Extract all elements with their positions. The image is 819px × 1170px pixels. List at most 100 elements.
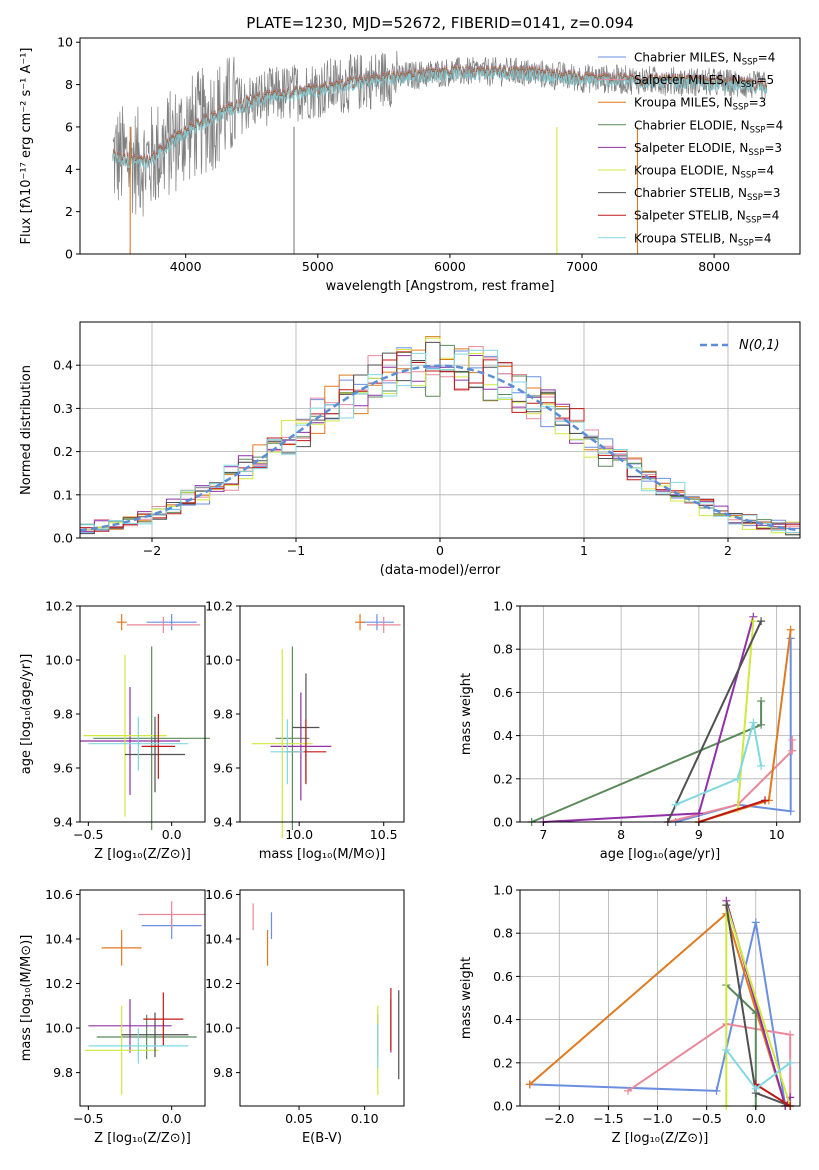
- x-axis-label: age [log₁₀(age/yr)]: [600, 847, 721, 862]
- y-tick-label: 0: [65, 247, 73, 262]
- x-tick-label: 10: [769, 827, 785, 842]
- weight-marker: [712, 1086, 721, 1095]
- y-tick-label: 0.4: [53, 358, 73, 373]
- x-tick-label: 4000: [170, 259, 202, 274]
- weight-marker: [733, 774, 742, 783]
- y-tick-label: 10.0: [45, 1021, 73, 1036]
- weight-line: [529, 922, 787, 1107]
- x-tick-label: −1.0: [642, 1111, 672, 1126]
- weight-marker: [751, 1084, 760, 1093]
- plot-area: [251, 614, 401, 839]
- spectrum-panel: 4000 5000 6000 7000 8000 0 2 4 6 8 10 wavelength [A…: [19, 35, 801, 294]
- y-tick-label: 9.8: [213, 1065, 233, 1080]
- x-tick-label: 0.0: [162, 827, 182, 842]
- weight-marker: [757, 720, 766, 729]
- x-axis-label: E(B-V): [302, 1131, 342, 1146]
- y-tick-label: 10.2: [205, 976, 233, 991]
- legend-subscript: SSP: [747, 193, 763, 203]
- x-tick-label: 6000: [434, 259, 466, 274]
- gaussian-curve: [79, 364, 801, 532]
- legend-label: Salpeter ELODIE, NSSP=3: [634, 141, 782, 158]
- x-tick-label: 2: [724, 543, 732, 558]
- plot-area: [112, 50, 768, 254]
- spectrum-legend: Chabrier MILES, NSSP=4 Salpeter MILES, NS…: [598, 51, 783, 248]
- y-tick-label: 0.6: [493, 685, 513, 700]
- weight-marker: [749, 617, 758, 626]
- y-axis-label: mass weight: [459, 957, 474, 1039]
- y-tick-label: 10.6: [45, 887, 73, 902]
- y-tick-label: 10.2: [205, 599, 233, 614]
- y-tick-label: 10.0: [205, 653, 233, 668]
- mass-vs-metallicity-panel: −0.5 0.0 9.8 10.0 10.2 10.4 10.6 Z [log₁₀(Z/Z⊙)…: [19, 887, 206, 1146]
- y-tick-label: 0.8: [493, 926, 513, 941]
- legend-count: =4: [762, 209, 780, 223]
- y-tick-label: 0.8: [493, 642, 513, 657]
- y-tick-label: 10: [57, 35, 73, 50]
- y-tick-label: 1.0: [493, 883, 513, 898]
- weight-vs-age-panel: 7 8 9 10 0.0 0.2 0.4 0.6 0.8 1.0 age [log₁₀(age/yr…: [459, 599, 801, 862]
- y-tick-label: 10.2: [45, 599, 73, 614]
- y-tick-label: 9.6: [213, 761, 233, 776]
- axes-frame: [79, 37, 801, 255]
- weight-line: [675, 638, 792, 823]
- x-tick-label: 9: [695, 827, 703, 842]
- x-tick-label: 0.10: [351, 1111, 379, 1126]
- plot-area: [79, 336, 801, 538]
- weight-marker: [788, 746, 797, 755]
- axes-frame: [79, 605, 206, 823]
- legend-label: Chabrier STELIB, NSSP=3: [634, 186, 781, 203]
- y-tick-label: 9.4: [213, 815, 233, 830]
- y-tick-label: 2: [65, 204, 73, 219]
- weight-line: [531, 701, 763, 823]
- y-tick-label: 8: [65, 77, 73, 92]
- y-tick-label: 0.4: [493, 1012, 513, 1027]
- axes-frame: [79, 321, 801, 539]
- weight-marker: [761, 796, 769, 805]
- y-tick-label: 9.8: [53, 707, 73, 722]
- plot-area: [80, 614, 210, 831]
- y-axis-label: age [log₁₀(age/yr)]: [19, 654, 34, 775]
- spectrum-lines: [112, 50, 768, 254]
- residual-histogram-salpeter-stelib: [79, 351, 800, 538]
- x-axis-label: Z [log₁₀(Z/Z⊙)]: [612, 1131, 709, 1146]
- legend-count: =3: [764, 141, 782, 155]
- y-tick-label: 1.0: [493, 599, 513, 614]
- weight-line: [755, 1083, 791, 1107]
- legend-subscript: SSP: [750, 125, 766, 135]
- y-tick-label: 10.4: [205, 931, 233, 946]
- age-vs-metallicity-panel: −0.5 0.0 9.4 9.6 9.8 10.0 10.2 Z [log₁₀(Z/Z⊙)] a…: [19, 599, 210, 862]
- y-tick-label: 10.2: [45, 976, 73, 991]
- plot-area: [525, 896, 795, 1110]
- y-tick-label: 9.8: [53, 1065, 73, 1080]
- weight-marker: [722, 901, 731, 910]
- weight-marker: [788, 735, 797, 744]
- age-vs-mass-panel: 10.0 10.5 9.4 9.6 9.8 10.0 10.2 mass [log₁₀(M/M…: [205, 599, 405, 862]
- x-tick-label: 0.0: [162, 1111, 182, 1126]
- mass-vs-ebv-panel: 0.05 0.10 9.8 10.0 10.2 10.4 10.6 E(B-V): [205, 887, 405, 1146]
- axes-frame: [79, 889, 206, 1107]
- legend-subscript: SSP: [738, 238, 754, 248]
- axes-frame: [239, 605, 405, 823]
- x-axis-label: Z [log₁₀(Z/Z⊙)]: [94, 1131, 191, 1146]
- weight-marker: [757, 697, 766, 706]
- weight-marker: [786, 807, 795, 816]
- weight-line: [627, 1022, 792, 1106]
- axes-frame: [239, 889, 405, 1107]
- y-tick-label: 10.0: [45, 653, 73, 668]
- weight-marker: [671, 800, 680, 809]
- legend-count: =3: [749, 96, 767, 110]
- axes-frame: [519, 889, 801, 1107]
- plot-area: [527, 612, 797, 826]
- legend-label: Chabrier ELODIE, NSSP=4: [634, 118, 783, 135]
- x-tick-label: −0.5: [691, 1111, 721, 1126]
- residuals-panel: −2 −1 0 1 2 0.0 0.1 0.2 0.3 0.4 (data-model)/error…: [19, 321, 801, 578]
- weight-marker: [624, 1086, 633, 1095]
- legend-subscript: SSP: [742, 58, 758, 68]
- y-tick-label: 0.2: [493, 771, 513, 786]
- legend-subscript: SSP: [741, 171, 757, 181]
- y-tick-label: 6: [65, 119, 73, 134]
- plot-area: [252, 903, 400, 1095]
- y-tick-label: 0.3: [53, 401, 73, 416]
- y-axis-label: mass [log₁₀(M/M⊙)]: [19, 935, 34, 1062]
